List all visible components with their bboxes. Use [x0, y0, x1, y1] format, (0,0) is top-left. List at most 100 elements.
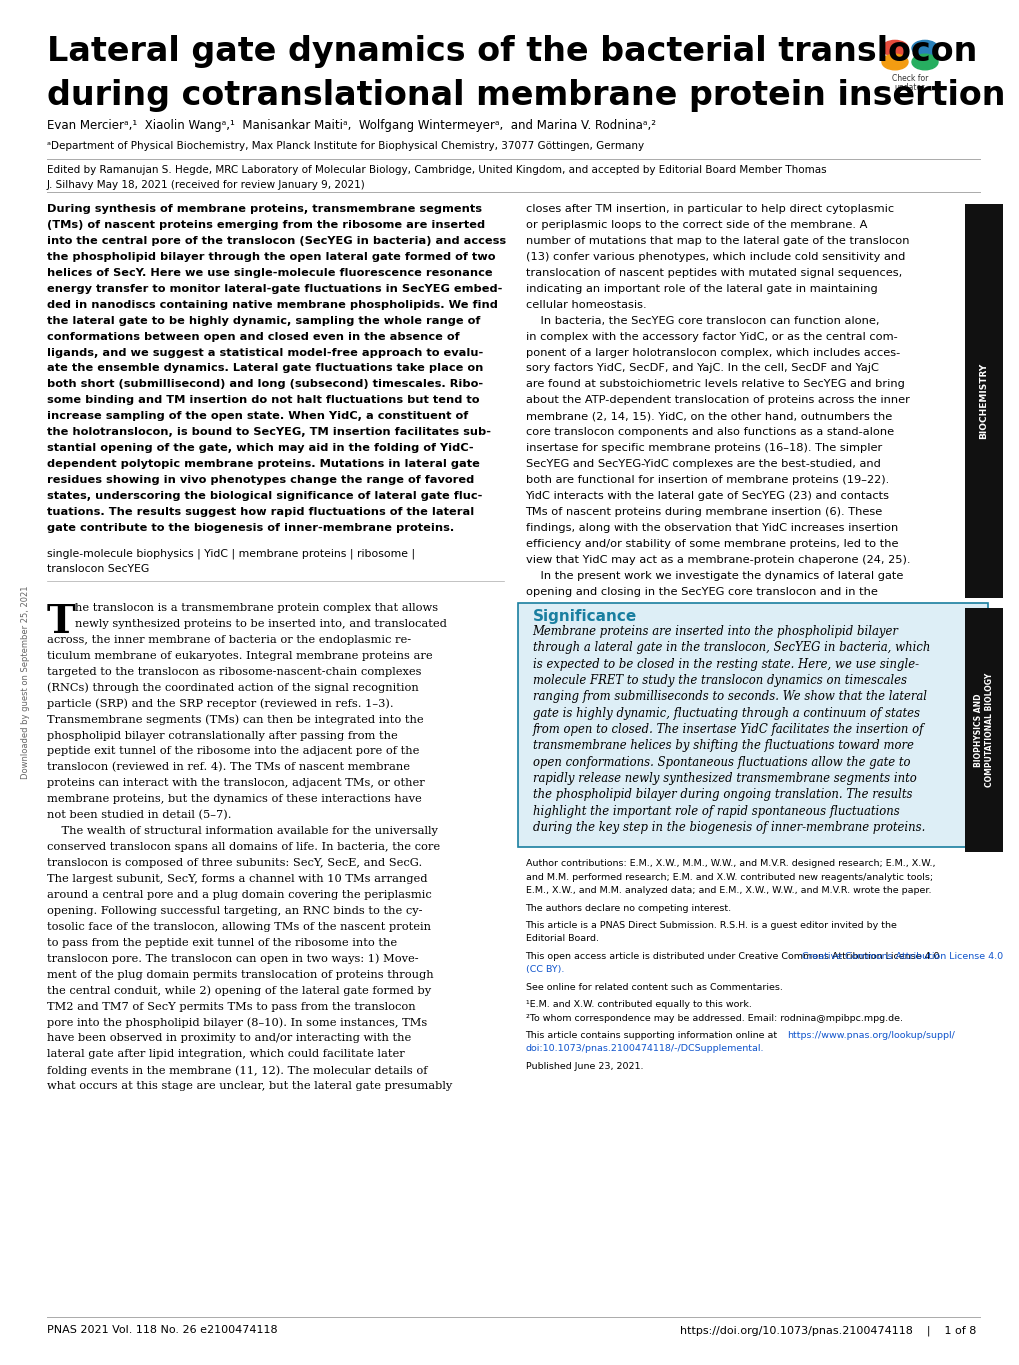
Text: or periplasmic loops to the correct side of the membrane. A: or periplasmic loops to the correct side…: [525, 220, 866, 229]
Text: proteins can interact with the translocon, adjacent TMs, or other: proteins can interact with the transloco…: [47, 778, 424, 789]
Text: Creative Commons Attribution License 4.0: Creative Commons Attribution License 4.0: [802, 951, 1003, 961]
Text: gate contribute to the biogenesis of inner-membrane proteins.: gate contribute to the biogenesis of inn…: [47, 523, 453, 532]
Text: During synthesis of membrane proteins, transmembrane segments: During synthesis of membrane proteins, t…: [47, 203, 482, 214]
Text: ment of the plug domain permits translocation of proteins through: ment of the plug domain permits transloc…: [47, 969, 433, 980]
Text: SecYEG and SecYEG-YidC complexes are the best-studied, and: SecYEG and SecYEG-YidC complexes are the…: [525, 459, 879, 470]
Text: translocon pore. The translocon can open in two ways: 1) Move-: translocon pore. The translocon can open…: [47, 954, 418, 964]
Text: states, underscoring the biological significance of lateral gate fluc-: states, underscoring the biological sign…: [47, 491, 482, 501]
Text: molecule FRET to study the translocon dynamics on timescales: molecule FRET to study the translocon dy…: [532, 674, 906, 687]
Text: in complex with the accessory factor YidC, or as the central com-: in complex with the accessory factor Yid…: [525, 332, 897, 341]
Text: tosolic face of the translocon, allowing TMs of the nascent protein: tosolic face of the translocon, allowing…: [47, 921, 431, 932]
Text: the lateral gate to be highly dynamic, sampling the whole range of: the lateral gate to be highly dynamic, s…: [47, 315, 480, 326]
Text: ligands, and we suggest a statistical model-free approach to evalu-: ligands, and we suggest a statistical mo…: [47, 348, 483, 358]
Text: highlight the important role of rapid spontaneous fluctuations: highlight the important role of rapid sp…: [532, 804, 899, 818]
Text: Check for: Check for: [891, 74, 927, 83]
Text: This article contains supporting information online at: This article contains supporting informa…: [525, 1031, 780, 1040]
Text: BIOPHYSICS AND
COMPUTATIONAL BIOLOGY: BIOPHYSICS AND COMPUTATIONAL BIOLOGY: [973, 673, 993, 788]
Text: closes after TM insertion, in particular to help direct cytoplasmic: closes after TM insertion, in particular…: [525, 203, 893, 214]
Text: (CC BY).: (CC BY).: [525, 965, 564, 975]
Text: lateral gate after lipid integration, which could facilitate later: lateral gate after lipid integration, wh…: [47, 1050, 405, 1059]
Text: ²To whom correspondence may be addressed. Email: rodnina@mpibpc.mpg.de.: ²To whom correspondence may be addressed…: [525, 1014, 902, 1022]
Text: ᵃDepartment of Physical Biochemistry, Max Planck Institute for Biophysical Chemi: ᵃDepartment of Physical Biochemistry, Ma…: [47, 141, 643, 152]
Text: is expected to be closed in the resting state. Here, we use single-: is expected to be closed in the resting …: [532, 658, 917, 670]
Text: to pass from the peptide exit tunnel of the ribosome into the: to pass from the peptide exit tunnel of …: [47, 938, 396, 947]
Text: core translocon components and also functions as a stand-alone: core translocon components and also func…: [525, 427, 893, 437]
Text: phospholipid bilayer cotranslationally after passing from the: phospholipid bilayer cotranslationally a…: [47, 730, 397, 741]
Text: (13) confer various phenotypes, which include cold sensitivity and: (13) confer various phenotypes, which in…: [525, 251, 904, 262]
Text: from open to closed. The insertase YidC facilitates the insertion of: from open to closed. The insertase YidC …: [532, 723, 923, 736]
Text: into the central pore of the translocon (SecYEG in bacteria) and access: into the central pore of the translocon …: [47, 236, 505, 246]
Circle shape: [881, 41, 907, 56]
Text: membrane proteins, but the dynamics of these interactions have: membrane proteins, but the dynamics of t…: [47, 794, 421, 804]
Text: ate the ensemble dynamics. Lateral gate fluctuations take place on: ate the ensemble dynamics. Lateral gate …: [47, 363, 483, 374]
Text: Editorial Board.: Editorial Board.: [525, 935, 598, 943]
Text: translocon is composed of three subunits: SecY, SecE, and SecG.: translocon is composed of three subunits…: [47, 859, 422, 868]
Text: Lateral gate dynamics of the bacterial translocon: Lateral gate dynamics of the bacterial t…: [47, 35, 976, 68]
Text: YidC interacts with the lateral gate of SecYEG (23) and contacts: YidC interacts with the lateral gate of …: [525, 491, 889, 501]
Text: opening and closing in the SecYEG core translocon and in the: opening and closing in the SecYEG core t…: [525, 587, 876, 597]
Text: PNAS 2021 Vol. 118 No. 26 e2100474118: PNAS 2021 Vol. 118 No. 26 e2100474118: [47, 1325, 277, 1335]
Text: Transmembrane segments (TMs) can then be integrated into the: Transmembrane segments (TMs) can then be…: [47, 715, 423, 725]
Text: ponent of a larger holotranslocon complex, which includes acces-: ponent of a larger holotranslocon comple…: [525, 348, 899, 358]
Text: doi:10.1073/pnas.2100474118/-/DCSupplemental.: doi:10.1073/pnas.2100474118/-/DCSuppleme…: [525, 1044, 763, 1054]
Text: The authors declare no competing interest.: The authors declare no competing interes…: [525, 904, 731, 913]
Text: some binding and TM insertion do not halt fluctuations but tend to: some binding and TM insertion do not hal…: [47, 396, 479, 405]
Text: efficiency and/or stability of some membrane proteins, led to the: efficiency and/or stability of some memb…: [525, 539, 897, 549]
Text: The wealth of structural information available for the universally: The wealth of structural information ava…: [47, 826, 437, 837]
Text: peptide exit tunnel of the ribosome into the adjacent pore of the: peptide exit tunnel of the ribosome into…: [47, 747, 419, 756]
Text: conserved translocon spans all domains of life. In bacteria, the core: conserved translocon spans all domains o…: [47, 842, 439, 852]
Text: residues showing in vivo phenotypes change the range of favored: residues showing in vivo phenotypes chan…: [47, 475, 474, 485]
Text: conformations between open and closed even in the absence of: conformations between open and closed ev…: [47, 332, 460, 341]
Text: (TMs) of nascent proteins emerging from the ribosome are inserted: (TMs) of nascent proteins emerging from …: [47, 220, 485, 229]
Text: translocation of nascent peptides with mutated signal sequences,: translocation of nascent peptides with m…: [525, 268, 901, 278]
Text: transmembrane helices by shifting the fluctuations toward more: transmembrane helices by shifting the fl…: [532, 740, 912, 752]
Text: findings, along with the observation that YidC increases insertion: findings, along with the observation tha…: [525, 523, 897, 532]
Text: open conformations. Spontaneous fluctuations allow the gate to: open conformations. Spontaneous fluctuat…: [532, 756, 909, 768]
Text: Downloaded by guest on September 25, 2021: Downloaded by guest on September 25, 202…: [21, 586, 30, 779]
Text: about the ATP-dependent translocation of proteins across the inner: about the ATP-dependent translocation of…: [525, 396, 909, 405]
Text: both short (submillisecond) and long (subsecond) timescales. Ribo-: both short (submillisecond) and long (su…: [47, 379, 483, 389]
Text: indicating an important role of the lateral gate in maintaining: indicating an important role of the late…: [525, 284, 876, 293]
Text: This article is a PNAS Direct Submission. R.S.H. is a guest editor invited by th: This article is a PNAS Direct Submission…: [525, 921, 897, 930]
Text: sory factors YidC, SecDF, and YajC. In the cell, SecDF and YajC: sory factors YidC, SecDF, and YajC. In t…: [525, 363, 877, 374]
Text: the holotranslocon, is bound to SecYEG, TM insertion facilitates sub-: the holotranslocon, is bound to SecYEG, …: [47, 427, 490, 437]
Text: insertase for specific membrane proteins (16–18). The simpler: insertase for specific membrane proteins…: [525, 444, 880, 453]
Text: Significance: Significance: [532, 609, 636, 624]
Text: across, the inner membrane of bacteria or the endoplasmic re-: across, the inner membrane of bacteria o…: [47, 635, 411, 644]
Text: https://www.pnas.org/lookup/suppl/: https://www.pnas.org/lookup/suppl/: [787, 1031, 955, 1040]
Text: particle (SRP) and the SRP receptor (reviewed in refs. 1–3).: particle (SRP) and the SRP receptor (rev…: [47, 699, 393, 710]
Circle shape: [881, 55, 907, 70]
Text: translocon SecYEG: translocon SecYEG: [47, 564, 149, 573]
Text: number of mutations that map to the lateral gate of the translocon: number of mutations that map to the late…: [525, 236, 908, 246]
Text: In the present work we investigate the dynamics of lateral gate: In the present work we investigate the d…: [525, 571, 902, 580]
Text: opening. Following successful targeting, an RNC binds to the cy-: opening. Following successful targeting,…: [47, 906, 422, 916]
Text: the phospholipid bilayer during ongoing translation. The results: the phospholipid bilayer during ongoing …: [532, 789, 911, 801]
Text: increase sampling of the open state. When YidC, a constituent of: increase sampling of the open state. Whe…: [47, 411, 468, 422]
Text: membrane (2, 14, 15). YidC, on the other hand, outnumbers the: membrane (2, 14, 15). YidC, on the other…: [525, 411, 891, 422]
Text: cellular homeostasis.: cellular homeostasis.: [525, 300, 645, 310]
Text: rapidly release newly synthesized transmembrane segments into: rapidly release newly synthesized transm…: [532, 773, 915, 785]
Text: during the key step in the biogenesis of inner-membrane proteins.: during the key step in the biogenesis of…: [532, 820, 924, 834]
Text: ranging from submilliseconds to seconds. We show that the lateral: ranging from submilliseconds to seconds.…: [532, 691, 925, 703]
Text: targeted to the translocon as ribosome-nascent-chain complexes: targeted to the translocon as ribosome-n…: [47, 666, 421, 677]
Text: dependent polytopic membrane proteins. Mutations in lateral gate: dependent polytopic membrane proteins. M…: [47, 459, 479, 470]
Text: E.M., X.W., and M.M. analyzed data; and E.M., X.W., W.W., and M.V.R. wrote the p: E.M., X.W., and M.M. analyzed data; and …: [525, 886, 930, 895]
Text: during cotranslational membrane protein insertion: during cotranslational membrane protein …: [47, 79, 1005, 112]
Text: ¹E.M. and X.W. contributed equally to this work.: ¹E.M. and X.W. contributed equally to th…: [525, 1001, 751, 1009]
Text: Published June 23, 2021.: Published June 23, 2021.: [525, 1062, 642, 1072]
Text: See online for related content such as Commentaries.: See online for related content such as C…: [525, 983, 782, 992]
Text: TMs of nascent proteins during membrane insertion (6). These: TMs of nascent proteins during membrane …: [525, 506, 881, 517]
Text: not been studied in detail (5–7).: not been studied in detail (5–7).: [47, 811, 231, 820]
Text: TM2 and TM7 of SecY permits TMs to pass from the translocon: TM2 and TM7 of SecY permits TMs to pass …: [47, 1002, 415, 1011]
Text: the phospholipid bilayer through the open lateral gate formed of two: the phospholipid bilayer through the ope…: [47, 251, 495, 262]
Text: Membrane proteins are inserted into the phospholipid bilayer: Membrane proteins are inserted into the …: [532, 625, 898, 637]
Text: Edited by Ramanujan S. Hegde, MRC Laboratory of Molecular Biology, Cambridge, Un: Edited by Ramanujan S. Hegde, MRC Labora…: [47, 165, 825, 175]
Text: (RNCs) through the coordinated action of the signal recognition: (RNCs) through the coordinated action of…: [47, 682, 419, 693]
Text: folding events in the membrane (11, 12). The molecular details of: folding events in the membrane (11, 12).…: [47, 1065, 427, 1076]
Text: Evan Mercierᵃ,¹  Xiaolin Wangᵃ,¹  Manisankar Maitiᵃ,  Wolfgang Wintermeyerᵃ,  an: Evan Mercierᵃ,¹ Xiaolin Wangᵃ,¹ Manisank…: [47, 119, 655, 132]
Text: In bacteria, the SecYEG core translocon can function alone,: In bacteria, the SecYEG core translocon …: [525, 315, 878, 326]
Circle shape: [911, 41, 937, 56]
Text: J. Silhavy May 18, 2021 (received for review January 9, 2021): J. Silhavy May 18, 2021 (received for re…: [47, 180, 366, 190]
Text: ded in nanodiscs containing native membrane phospholipids. We find: ded in nanodiscs containing native membr…: [47, 300, 497, 310]
Text: stantial opening of the gate, which may aid in the folding of YidC-: stantial opening of the gate, which may …: [47, 444, 473, 453]
